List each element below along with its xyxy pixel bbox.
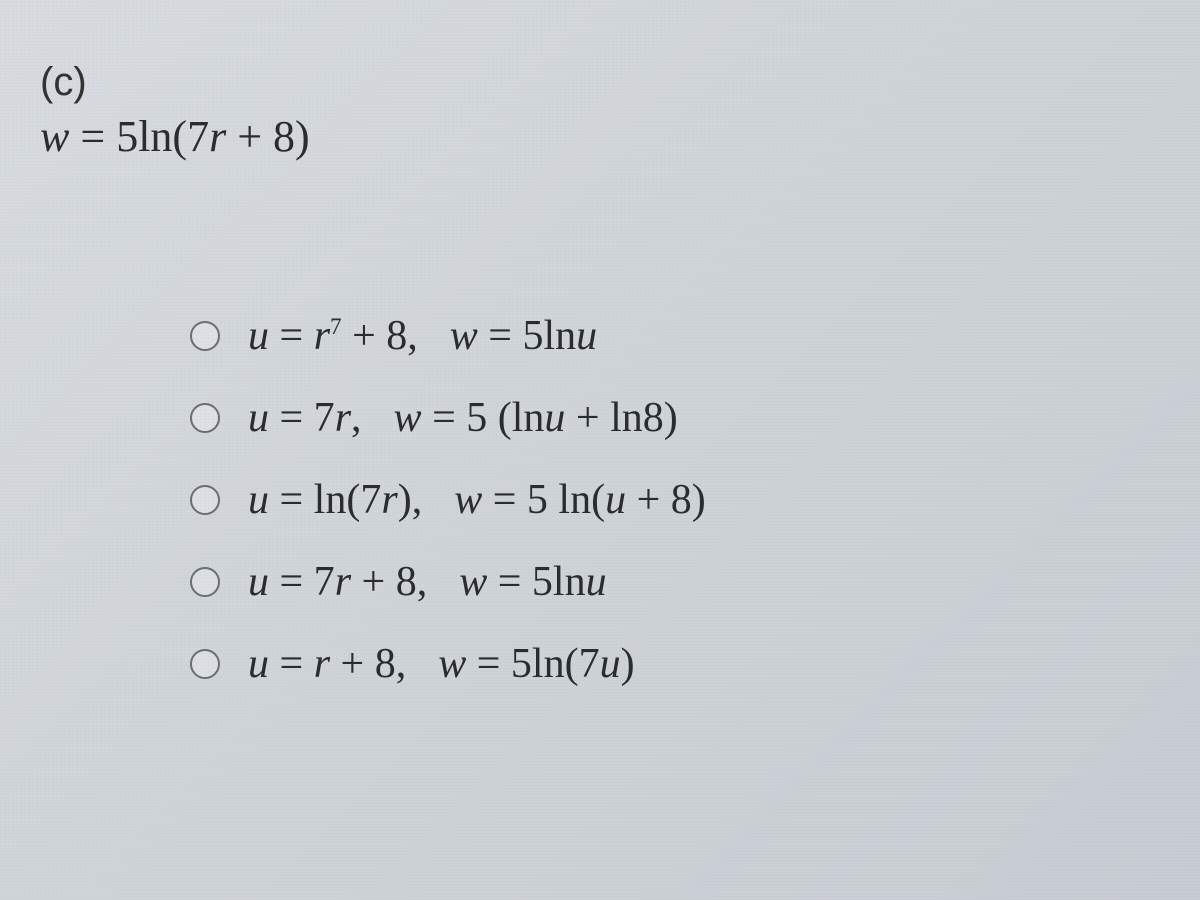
option-2[interactable]: u = 7r,w = 5 (lnu + ln8) bbox=[190, 394, 1160, 442]
radio-icon[interactable] bbox=[190, 567, 220, 597]
option-2-label: u = 7r,w = 5 (lnu + ln8) bbox=[248, 394, 678, 442]
option-5[interactable]: u = r + 8,w = 5ln(7u) bbox=[190, 640, 1160, 688]
option-4[interactable]: u = 7r + 8,w = 5lnu bbox=[190, 558, 1160, 606]
option-1-label: u = r7 + 8,w = 5lnu bbox=[248, 312, 597, 360]
option-3[interactable]: u = ln(7r),w = 5 ln(u + 8) bbox=[190, 476, 1160, 524]
radio-icon[interactable] bbox=[190, 485, 220, 515]
question-prompt: w = 5ln(7r + 8) bbox=[40, 111, 1160, 162]
option-5-label: u = r + 8,w = 5ln(7u) bbox=[248, 640, 635, 688]
option-4-label: u = 7r + 8,w = 5lnu bbox=[248, 558, 607, 606]
radio-icon[interactable] bbox=[190, 649, 220, 679]
options-group: u = r7 + 8,w = 5lnu u = 7r,w = 5 (lnu + … bbox=[190, 312, 1160, 688]
radio-icon[interactable] bbox=[190, 321, 220, 351]
part-label: (c) bbox=[40, 60, 1160, 105]
radio-icon[interactable] bbox=[190, 403, 220, 433]
question-page: (c) w = 5ln(7r + 8) u = r7 + 8,w = 5lnu … bbox=[0, 0, 1200, 900]
option-3-label: u = ln(7r),w = 5 ln(u + 8) bbox=[248, 476, 706, 524]
option-1[interactable]: u = r7 + 8,w = 5lnu bbox=[190, 312, 1160, 360]
